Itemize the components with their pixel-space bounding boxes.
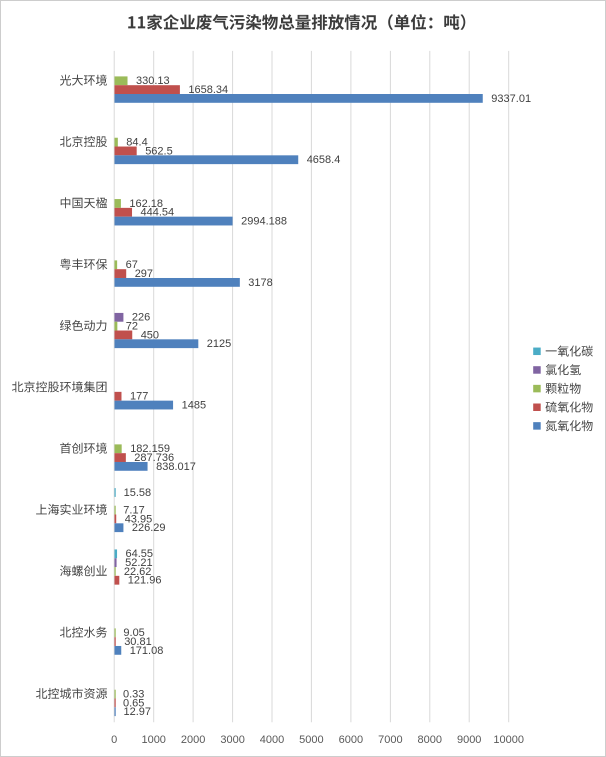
svg-text:0.33: 0.33 [123,689,144,701]
svg-text:162.18: 162.18 [129,198,163,210]
svg-text:9.05: 9.05 [123,627,144,639]
svg-text:2994.188: 2994.188 [241,215,287,227]
svg-text:43.95: 43.95 [125,513,153,525]
svg-text:2000: 2000 [181,734,205,746]
svg-text:226.29: 226.29 [132,522,166,534]
svg-text:171.08: 171.08 [130,645,164,657]
svg-text:10000: 10000 [493,734,524,746]
svg-text:2125: 2125 [207,338,231,350]
svg-text:9000: 9000 [457,734,481,746]
svg-text:72: 72 [126,321,138,333]
svg-text:64.55: 64.55 [126,548,154,560]
svg-text:84.4: 84.4 [126,137,147,149]
svg-text:121.96: 121.96 [128,575,162,587]
svg-text:1000: 1000 [141,734,165,746]
svg-text:1658.34: 1658.34 [188,84,228,96]
svg-text:5000: 5000 [299,734,323,746]
svg-text:52.21: 52.21 [125,557,153,569]
svg-text:838.017: 838.017 [156,461,196,473]
svg-text:15.58: 15.58 [124,487,152,499]
svg-text:7.17: 7.17 [123,505,144,517]
svg-text:30.81: 30.81 [124,636,152,648]
svg-text:450: 450 [141,329,159,341]
svg-text:3000: 3000 [220,734,244,746]
svg-text:226: 226 [132,312,150,324]
svg-text:1485: 1485 [182,399,206,411]
svg-text:177: 177 [130,391,148,403]
svg-text:0.65: 0.65 [123,697,144,709]
svg-text:0: 0 [111,734,117,746]
svg-text:4000: 4000 [260,734,284,746]
svg-text:297: 297 [135,268,153,280]
svg-text:8000: 8000 [418,734,442,746]
svg-text:330.13: 330.13 [136,75,170,87]
svg-text:182.159: 182.159 [130,443,170,455]
svg-text:562.5: 562.5 [145,145,173,157]
svg-text:22.62: 22.62 [124,566,152,578]
svg-text:67: 67 [126,259,138,271]
svg-text:6000: 6000 [339,734,363,746]
svg-text:9337.01: 9337.01 [491,93,531,105]
svg-text:3178: 3178 [248,277,272,289]
svg-text:287.736: 287.736 [134,452,174,464]
svg-text:12.97: 12.97 [124,706,152,718]
svg-text:7000: 7000 [378,734,402,746]
svg-text:444.54: 444.54 [141,207,175,219]
svg-text:4658.4: 4658.4 [307,154,341,166]
